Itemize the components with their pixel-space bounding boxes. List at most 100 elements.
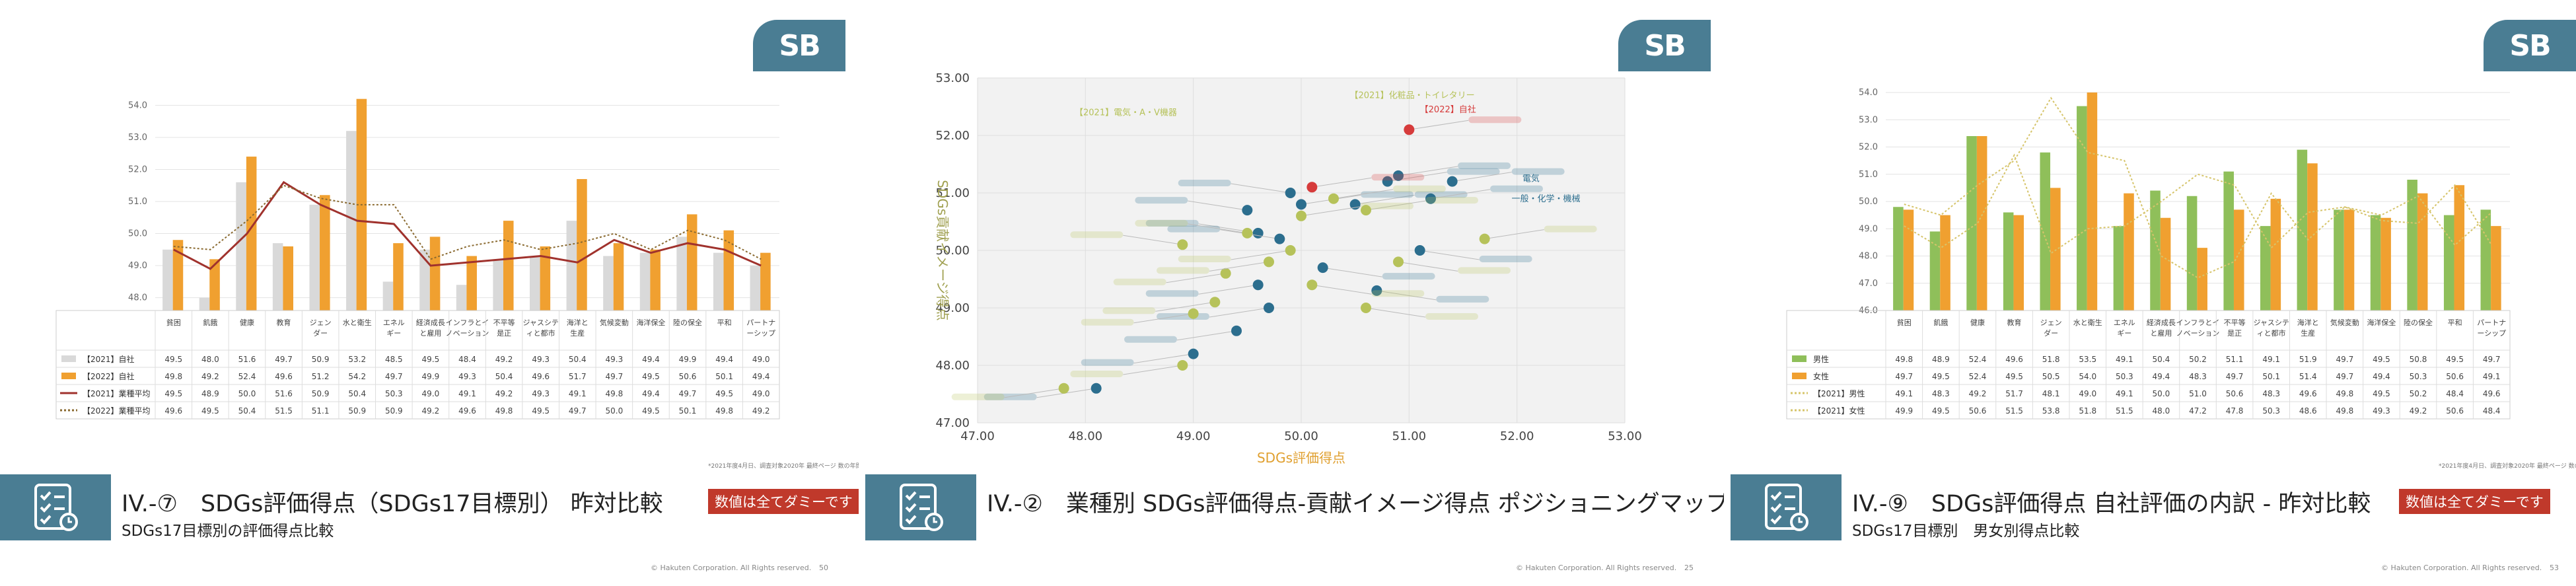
y-tick-label: 51.0	[1859, 170, 1878, 180]
bar	[503, 221, 514, 311]
bar	[2124, 193, 2134, 311]
scatter-point	[1188, 348, 1199, 359]
bar	[577, 179, 587, 311]
bar	[686, 214, 698, 311]
table-cell: 49.1	[2262, 355, 2280, 364]
legend-label: 【2021】男性	[1813, 389, 1865, 398]
table-cell: 51.1	[2226, 355, 2244, 364]
table-cell: 48.5	[385, 355, 403, 364]
bar	[2186, 196, 2198, 311]
x-category-label: 水と衛生	[343, 318, 372, 327]
copyright: © Hakuten Corporation. All Rights reserv…	[1516, 564, 1677, 572]
leader-line	[1123, 365, 1183, 375]
bar	[2050, 188, 2061, 311]
bar	[2297, 149, 2308, 311]
table-cell: 49.3	[605, 355, 623, 364]
blurred-label	[1135, 197, 1188, 204]
table-cell: 49.5	[2373, 355, 2390, 364]
bar	[2013, 215, 2024, 311]
legend-swatch	[61, 355, 76, 362]
table-cell: 49.4	[2373, 372, 2390, 381]
x-category-label: 不平等是正	[493, 318, 515, 338]
table-cell: 49.3	[532, 389, 550, 398]
leader-line	[1123, 235, 1183, 245]
y-tick-label: 50.0	[128, 229, 147, 239]
table-cell: 50.6	[2446, 406, 2464, 416]
x-tick-label: 47.00	[960, 429, 995, 443]
table-cell: 48.3	[2262, 389, 2280, 398]
table-cell: 49.0	[752, 355, 770, 364]
bar	[750, 266, 761, 311]
table-cell: 49.6	[532, 372, 550, 381]
table-cell: 51.7	[569, 372, 587, 381]
scatter-point	[1296, 210, 1306, 221]
blurred-label	[1393, 185, 1446, 192]
leader-line	[1209, 261, 1270, 272]
table-cell: 49.4	[2153, 372, 2170, 381]
x-category-label: 陸の保全	[673, 318, 702, 327]
scatter-point	[1231, 325, 1242, 336]
x-category-label: ジェンダー	[2040, 318, 2062, 338]
table-cell: 50.3	[2116, 372, 2133, 381]
table-cell: 48.0	[201, 355, 219, 364]
table-cell: 49.5	[164, 389, 182, 398]
table-cell: 50.5	[2042, 372, 2060, 381]
slide-title: IV.-⑦ SDGs評価得点（SDGs17目標別） 昨対比較	[122, 491, 663, 517]
table-cell: 51.2	[312, 372, 330, 381]
leader-line	[1333, 189, 1394, 200]
leader-line	[1036, 388, 1096, 398]
bar	[393, 243, 404, 311]
sb-logo: SB	[753, 20, 845, 71]
x-category-label: 教育	[277, 318, 291, 327]
scatter-point	[1306, 182, 1318, 193]
table-cell: 47.2	[2189, 406, 2207, 416]
slide-subtitle: SDGs17目標別の評価得点比較	[122, 523, 334, 540]
table-cell: 51.5	[2005, 406, 2023, 416]
bar	[209, 259, 220, 311]
table-cell: 50.0	[605, 406, 623, 416]
blurred-label	[1361, 191, 1413, 198]
bar	[172, 240, 184, 311]
bar	[199, 297, 210, 311]
x-category-label: エネルギー	[2114, 318, 2135, 338]
leader-line	[1312, 177, 1372, 188]
y-tick-label: 48.0	[1859, 252, 1878, 262]
table-cell: 49.7	[275, 355, 293, 364]
table-cell: 49.6	[458, 406, 476, 416]
table-cell: 51.7	[2005, 389, 2023, 398]
legend-label: 【2022】自社	[83, 371, 135, 381]
x-tick-label: 53.00	[1608, 429, 1642, 443]
bar	[2343, 209, 2355, 311]
scatter-point	[1058, 383, 1069, 394]
bar	[162, 249, 173, 311]
leader-line	[1198, 284, 1258, 295]
y-tick-label: 49.00	[935, 301, 970, 315]
scatter-point	[1220, 268, 1231, 279]
blurred-label	[1157, 313, 1209, 320]
bar	[1903, 209, 1914, 311]
scatter-point	[1242, 227, 1253, 238]
table-cell: 50.1	[715, 372, 733, 381]
checklist-icon	[0, 474, 111, 540]
leader-line	[1231, 250, 1291, 260]
leader-line	[1231, 183, 1291, 194]
table-cell: 50.2	[2410, 389, 2427, 398]
table-cell: 49.4	[642, 355, 660, 364]
table-cell: 49.3	[458, 372, 476, 381]
table-cell: 50.3	[2410, 372, 2427, 381]
table-cell: 49.7	[2336, 355, 2353, 364]
leader-line	[1377, 290, 1437, 301]
scatter-point	[1361, 303, 1371, 313]
bar	[2407, 180, 2417, 311]
y-tick-label: 51.00	[935, 186, 970, 200]
table-cell: 51.6	[275, 389, 293, 398]
table-cell: 49.6	[2299, 389, 2317, 398]
bar	[566, 221, 577, 311]
scatter-point	[1296, 199, 1306, 210]
table-cell: 49.7	[2483, 355, 2501, 364]
bar	[272, 243, 283, 311]
scatter-point	[1328, 193, 1339, 204]
blurred-label	[1102, 307, 1156, 314]
table-cell: 49.7	[1895, 372, 1913, 381]
leader-line	[1430, 189, 1491, 200]
